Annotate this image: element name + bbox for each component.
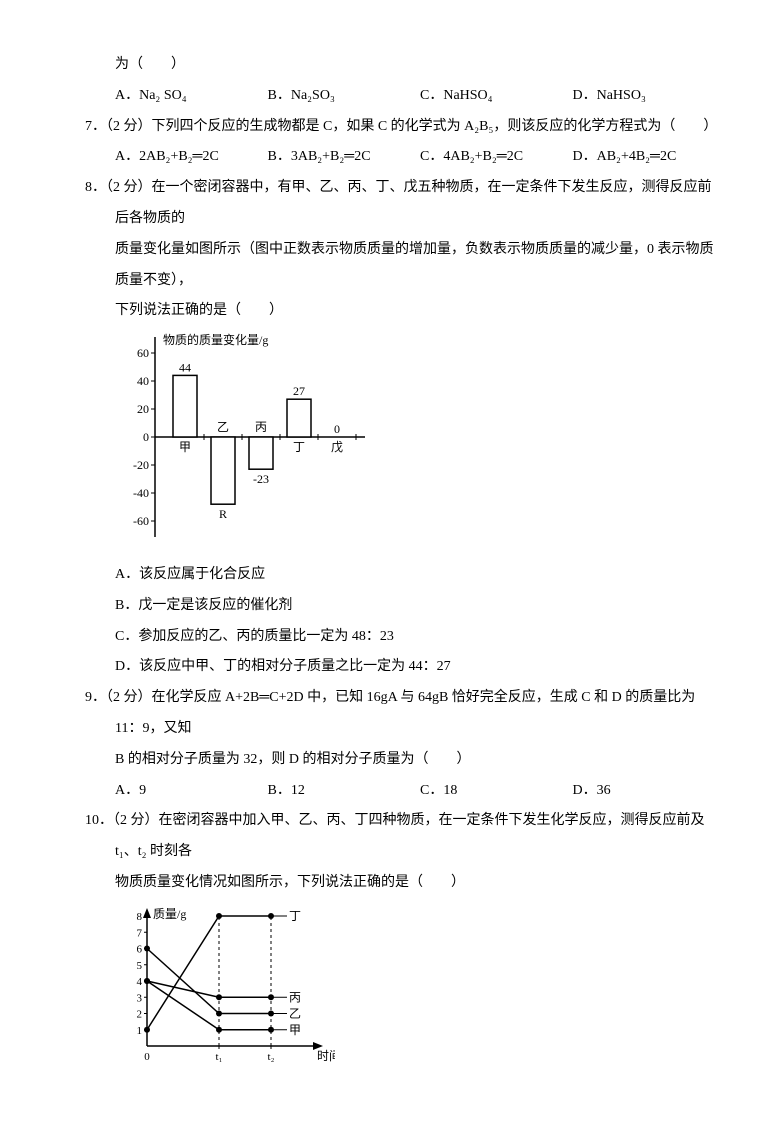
q7-option-a: A．2AB₂+B₂═2C [115, 142, 268, 173]
svg-text:丁: 丁 [293, 440, 305, 454]
svg-text:5: 5 [137, 959, 143, 971]
svg-text:44: 44 [179, 361, 191, 375]
q9-option-c: C．18 [420, 776, 573, 807]
svg-text:-40: -40 [133, 486, 149, 500]
svg-text:2: 2 [137, 1008, 143, 1020]
svg-text:-60: -60 [133, 514, 149, 528]
svg-text:20: 20 [137, 402, 149, 416]
q9-stem-2: B 的相对分子质量为 32，则 D 的相对分子质量为（ ） [55, 745, 725, 776]
q7-option-b: B．3AB₂+B₂═2C [268, 142, 421, 173]
svg-text:1: 1 [137, 1024, 143, 1036]
q8-stem-2: 质量变化量如图所示（图中正数表示物质质量的增加量，负数表示物质质量的减少量，0 … [55, 235, 725, 297]
q9-option-d: D．36 [573, 776, 726, 807]
svg-text:40: 40 [137, 374, 149, 388]
svg-text:质量/g: 质量/g [153, 907, 186, 921]
svg-text:甲: 甲 [289, 1022, 301, 1036]
svg-text:t₁: t₁ [216, 1051, 223, 1063]
q10-stem-2: 物质质量变化情况如图所示，下列说法正确的是（ ） [55, 868, 725, 899]
q7-options: A．2AB₂+B₂═2C B．3AB₂+B₂═2C C．4AB₂+B₂═2C D… [55, 142, 725, 173]
q8-stem-1: 8．（2 分）在一个密闭容器中，有甲、乙、丙、丁、戊五种物质，在一定条件下发生反… [55, 173, 725, 235]
svg-text:t₂: t₂ [268, 1051, 275, 1063]
svg-text:R: R [219, 507, 227, 521]
q8-option-d: D．该反应中甲、丁的相对分子质量之比一定为 44：27 [55, 652, 725, 683]
svg-text:乙: 乙 [289, 1006, 301, 1020]
svg-text:物质的质量变化量/g: 物质的质量变化量/g [163, 332, 268, 347]
svg-text:60: 60 [137, 346, 149, 360]
q7-option-c: C．4AB₂+B₂═2C [420, 142, 573, 173]
q9-option-a: A．9 [115, 776, 268, 807]
q8-option-c: C．参加反应的乙、丙的质量比一定为 48：23 [55, 622, 725, 653]
q9-option-b: B．12 [268, 776, 421, 807]
svg-text:-23: -23 [253, 472, 269, 486]
svg-text:7: 7 [137, 927, 143, 939]
q7-option-d: D．AB₂+4B₂═2C [573, 142, 726, 173]
q6-options: A．Na₂ SO₄ B．Na₂SO₃ C．NaHSO₄ D．NaHSO₃ [55, 81, 725, 112]
svg-text:丁: 丁 [289, 909, 301, 923]
svg-text:8: 8 [137, 911, 143, 923]
svg-text:0: 0 [144, 1051, 150, 1063]
q7-stem: 7．（2 分）下列四个反应的生成物都是 C，如果 C 的化学式为 A₂B₅，则该… [55, 112, 725, 143]
svg-text:戊: 戊 [331, 440, 343, 454]
q8-bar-chart: 60 40 20 0 -20 -40 -60 物质的质量变化量/g 44 甲 R 乙 -23 丙 27 丁 0 戊 [115, 332, 725, 555]
svg-text:甲: 甲 [179, 440, 191, 454]
svg-text:时间/s: 时间/s [317, 1049, 335, 1063]
svg-text:-20: -20 [133, 458, 149, 472]
svg-text:乙: 乙 [217, 420, 229, 434]
svg-text:6: 6 [137, 943, 143, 955]
svg-text:0: 0 [143, 430, 149, 444]
svg-text:3: 3 [137, 992, 143, 1004]
svg-text:丙: 丙 [255, 420, 267, 434]
svg-text:27: 27 [293, 384, 305, 398]
q6-option-a: A．Na₂ SO₄ [115, 81, 268, 112]
q8-stem-3: 下列说法正确的是（ ） [55, 296, 725, 327]
q6-option-b: B．Na₂SO₃ [268, 81, 421, 112]
q10-line-chart: 1 2 3 4 5 6 7 8 质量/g 0 t₁ t₂ 时间/s 丁丙乙甲 [115, 904, 725, 1087]
svg-text:丙: 丙 [289, 990, 301, 1004]
svg-text:4: 4 [137, 976, 143, 988]
q10-stem-1: 10．（2 分）在密闭容器中加入甲、乙、丙、丁四种物质，在一定条件下发生化学反应… [55, 806, 725, 868]
q8-option-a: A．该反应属于化合反应 [55, 560, 725, 591]
q6-option-c: C．NaHSO₄ [420, 81, 573, 112]
q6-option-d: D．NaHSO₃ [573, 81, 726, 112]
q9-options: A．9 B．12 C．18 D．36 [55, 776, 725, 807]
q9-stem-1: 9．（2 分）在化学反应 A+2B═C+2D 中，已知 16gA 与 64gB … [55, 683, 725, 745]
svg-text:0: 0 [334, 422, 340, 436]
q8-option-b: B．戊一定是该反应的催化剂 [55, 591, 725, 622]
q6-stem-tail: 为（ ） [55, 50, 725, 81]
